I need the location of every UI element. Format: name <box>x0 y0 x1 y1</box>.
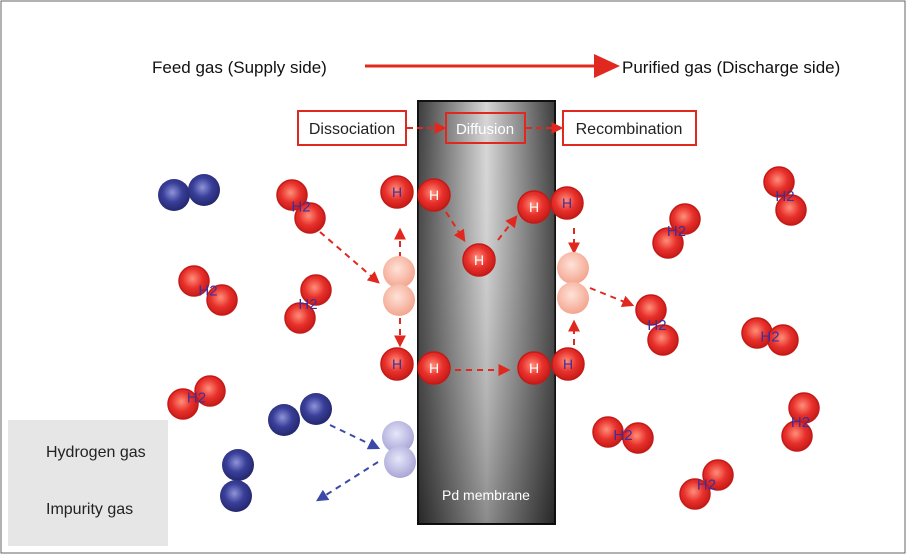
flow-arrow-head <box>594 54 620 78</box>
impurity-molecule-atom <box>222 449 254 481</box>
recombining-hydrogen-atom <box>557 252 589 284</box>
hydrogen-atom-in-membrane <box>517 190 551 224</box>
arrow-h2-to-surface <box>319 231 380 284</box>
arrow-h-diffuse-up <box>497 215 518 241</box>
h2-molecule-label: H2 <box>791 414 810 431</box>
step-dissociation-label: Dissociation <box>309 121 395 138</box>
membrane-label: Pd membrane <box>442 487 530 503</box>
hydrogen-atom-label: H <box>392 184 402 200</box>
impurity-molecule-atom <box>300 393 332 425</box>
h2-molecule-label: H2 <box>187 390 206 407</box>
hydrogen-atom-in-membrane <box>462 243 496 277</box>
hydrogen-atom <box>550 186 584 220</box>
hydrogen-atom <box>380 347 414 381</box>
h2-molecule-label: H2 <box>291 199 310 216</box>
hydrogen-molecule-atom <box>635 294 667 326</box>
hydrogen-molecule-atom <box>276 179 308 211</box>
legend-hydrogen-label: Hydrogen gas <box>46 444 146 461</box>
feed-gas-label: Feed gas (Supply side) <box>152 58 327 77</box>
h2-molecule-label: H2 <box>667 223 686 240</box>
hydrogen-atom-in-membrane <box>417 178 451 212</box>
hydrogen-atom-label: H <box>429 360 439 376</box>
h2-molecule-label: H2 <box>613 427 632 444</box>
hydrogen-molecule-atom <box>652 227 684 259</box>
impurity-molecule-atom <box>220 480 252 512</box>
step-dissociation: Dissociation <box>297 110 407 146</box>
step-diffusion-label: Diffusion <box>456 121 514 138</box>
h2-molecule-label: H2 <box>697 477 716 494</box>
hydrogen-molecule-atom <box>300 274 332 306</box>
dissociating-hydrogen-atom <box>383 284 415 316</box>
hydrogen-atom-label: H <box>474 252 484 268</box>
dissociating-hydrogen-atom <box>383 256 415 288</box>
rejected-impurity-atom <box>382 421 414 453</box>
hydrogen-atom <box>551 347 585 381</box>
hydrogen-atom-in-membrane <box>517 351 551 385</box>
hydrogen-molecule-atom <box>167 388 199 420</box>
hydrogen-molecule-atom <box>669 203 701 235</box>
purified-gas-label: Purified gas (Discharge side) <box>622 58 840 77</box>
hydrogen-atom-label: H <box>429 187 439 203</box>
impurity-molecule-atom <box>158 179 190 211</box>
hydrogen-atom <box>380 175 414 209</box>
hydrogen-molecule-atom <box>284 302 316 334</box>
impurity-molecule-atom <box>188 174 220 206</box>
hydrogen-atom-label: H <box>562 195 572 211</box>
hydrogen-atom-label: H <box>392 356 402 372</box>
hydrogen-atom-label: H <box>529 360 539 376</box>
arrow-impurity-to-membrane <box>329 424 381 450</box>
hydrogen-molecule-atom <box>775 194 807 226</box>
hydrogen-molecule-atom <box>647 324 679 356</box>
hydrogen-molecule-atom <box>592 416 624 448</box>
pd-membrane <box>417 100 556 525</box>
rejected-impurity-atom <box>384 446 416 478</box>
hydrogen-molecule-atom <box>622 422 654 454</box>
h2-molecule-label: H2 <box>298 296 317 313</box>
hydrogen-molecule-atom <box>194 375 226 407</box>
step-recombination: Recombination <box>562 110 697 146</box>
hydrogen-molecule-atom <box>679 478 711 510</box>
hydrogen-molecule-atom <box>178 265 210 297</box>
h2-molecule-label: H2 <box>760 329 779 346</box>
h2-molecule-label: H2 <box>647 317 666 334</box>
recombining-hydrogen-atom <box>557 282 589 314</box>
arrow-h2-release <box>589 287 635 307</box>
hydrogen-atom-label: H <box>529 199 539 215</box>
impurity-molecule-atom <box>268 404 300 436</box>
h2-molecule-label: H2 <box>198 283 217 300</box>
hydrogen-atom-in-membrane <box>417 351 451 385</box>
legend-impurity-label: Impurity gas <box>46 501 133 518</box>
arrow-impurity-rejected <box>315 461 379 502</box>
legend-background <box>8 420 168 546</box>
hydrogen-atom-label: H <box>563 356 573 372</box>
h2-molecule-label: H2 <box>775 188 794 205</box>
hydrogen-molecule-atom <box>763 166 795 198</box>
molecules-layer: H2 H2 H2 H2 H2 H2 H2 H2 H2 H2 H2 H H H H H H H H H <box>17 166 820 531</box>
arrow-h-diffuse-down <box>445 211 466 243</box>
hydrogen-molecule-atom <box>767 324 799 356</box>
hydrogen-molecule-atom <box>294 202 326 234</box>
hydrogen-molecule-atom <box>781 420 813 452</box>
legend: Hydrogen gas Impurity gas <box>8 420 168 546</box>
hydrogen-molecule-atom <box>206 284 238 316</box>
step-recombination-label: Recombination <box>576 121 683 138</box>
hydrogen-molecule-atom <box>702 459 734 491</box>
